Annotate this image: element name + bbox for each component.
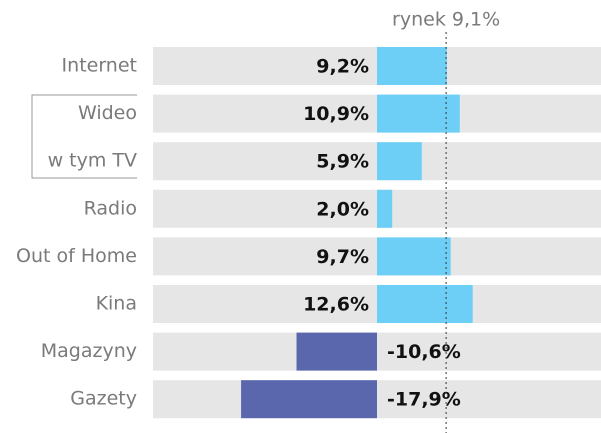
category-label: Out of Home	[16, 245, 137, 267]
category-label: Kina	[96, 293, 137, 315]
category-label: Magazyny	[41, 340, 137, 362]
category-label: Internet	[62, 55, 137, 77]
bar	[296, 332, 377, 371]
group-bracket	[31, 94, 137, 179]
value-label: 5,9%	[316, 151, 369, 173]
category-label: w tym TV	[48, 150, 137, 172]
bar	[241, 380, 377, 419]
bar	[377, 94, 460, 133]
value-label: -17,9%	[387, 389, 461, 411]
bar	[377, 189, 393, 228]
value-label: 9,7%	[316, 246, 369, 268]
reference-label: rynek 9,1%	[392, 9, 500, 31]
bar	[377, 285, 473, 323]
value-label: 9,2%	[316, 56, 369, 78]
value-label: -10,6%	[387, 341, 461, 363]
value-label: 2,0%	[316, 198, 369, 220]
category-label: Wideo	[78, 102, 137, 124]
category-label: Radio	[84, 197, 137, 219]
bar	[377, 237, 451, 276]
bar	[377, 142, 422, 181]
value-label: 10,9%	[303, 103, 369, 125]
category-label: Gazety	[70, 388, 137, 410]
bar	[377, 47, 447, 85]
value-label: 12,6%	[303, 294, 369, 316]
